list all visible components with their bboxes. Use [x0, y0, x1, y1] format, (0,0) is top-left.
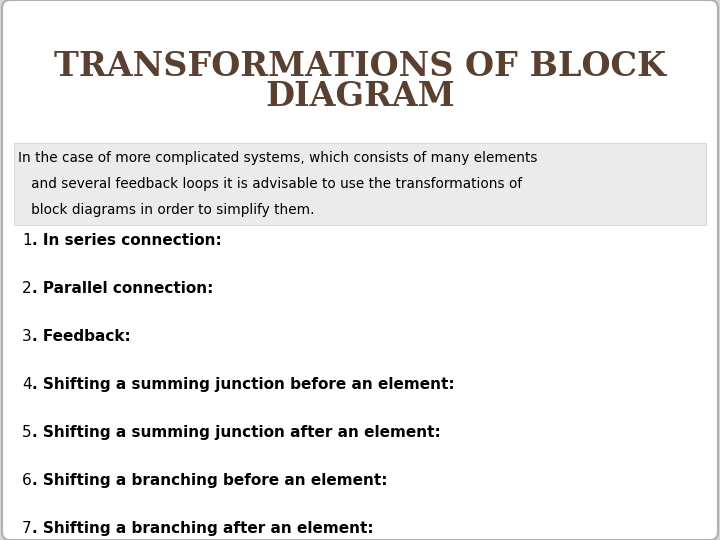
FancyBboxPatch shape: [14, 143, 706, 225]
Text: DIAGRAM: DIAGRAM: [265, 80, 455, 113]
Text: TRANSFORMATIONS OF BLOCK: TRANSFORMATIONS OF BLOCK: [54, 50, 666, 83]
Text: 3: 3: [22, 329, 32, 344]
Text: . Shifting a branching before an element:: . Shifting a branching before an element…: [32, 473, 387, 488]
Text: 7: 7: [22, 521, 32, 536]
Text: 4: 4: [22, 377, 32, 392]
Text: In the case of more complicated systems, which consists of many elements: In the case of more complicated systems,…: [18, 151, 538, 165]
Text: . In series connection:: . In series connection:: [32, 233, 222, 248]
Text: . Parallel connection:: . Parallel connection:: [32, 281, 213, 296]
Text: 1: 1: [22, 233, 32, 248]
Text: . Shifting a summing junction after an element:: . Shifting a summing junction after an e…: [32, 425, 441, 440]
Text: . Feedback:: . Feedback:: [32, 329, 131, 344]
Text: 5: 5: [22, 425, 32, 440]
Text: block diagrams in order to simplify them.: block diagrams in order to simplify them…: [18, 203, 315, 217]
Text: 2: 2: [22, 281, 32, 296]
Text: and several feedback loops it is advisable to use the transformations of: and several feedback loops it is advisab…: [18, 177, 522, 191]
Text: . Shifting a branching after an element:: . Shifting a branching after an element:: [32, 521, 374, 536]
Text: 6: 6: [22, 473, 32, 488]
Text: . Shifting a summing junction before an element:: . Shifting a summing junction before an …: [32, 377, 454, 392]
